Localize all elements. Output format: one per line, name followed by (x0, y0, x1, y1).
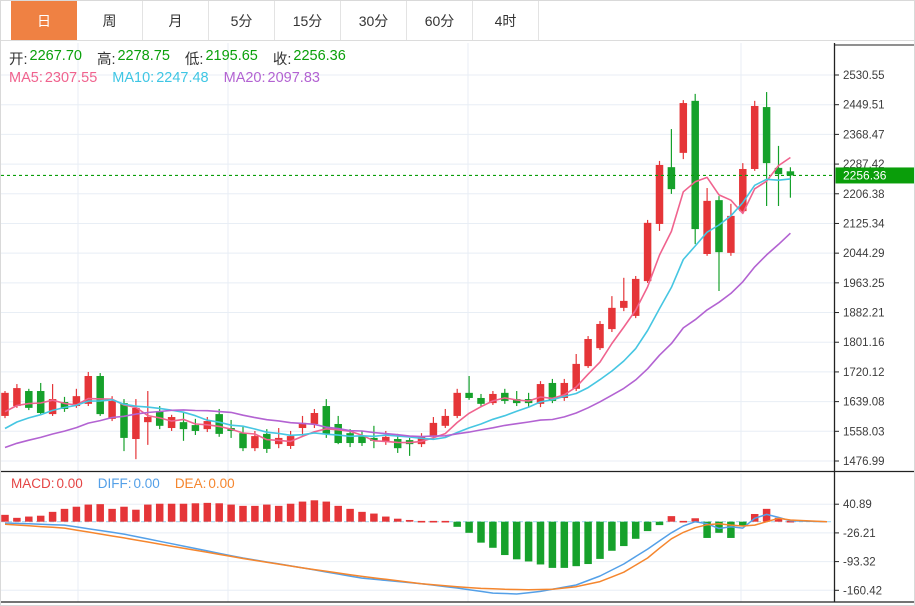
svg-text:2530.55: 2530.55 (843, 70, 885, 82)
svg-text:-160.42: -160.42 (843, 585, 882, 597)
tab-week[interactable]: 周 (77, 1, 143, 40)
svg-text:-26.21: -26.21 (843, 528, 876, 540)
tab-month[interactable]: 月 (143, 1, 209, 40)
price-axis-labels: 2530.552449.512368.472287.422206.382125.… (834, 70, 885, 468)
svg-text:1720.12: 1720.12 (843, 367, 885, 379)
ma20-line (4, 232, 791, 449)
ma10-line (4, 178, 791, 441)
dea-line (4, 517, 828, 591)
svg-text:2256.36: 2256.36 (843, 169, 887, 183)
tab-5min[interactable]: 5分 (209, 1, 275, 40)
tab-60min[interactable]: 60分 (407, 1, 473, 40)
svg-text:1801.16: 1801.16 (843, 337, 885, 349)
candlesticks (1, 92, 795, 460)
svg-text:1639.08: 1639.08 (843, 397, 885, 409)
period-tabbar: 日 周 月 5分 15分 30分 60分 4时 (1, 1, 914, 41)
macd-axis-labels: 40.89 -26.21 -93.32 -160.42 (834, 499, 882, 597)
tab-day[interactable]: 日 (11, 1, 77, 40)
macd-histogram (1, 500, 795, 568)
svg-text:2449.51: 2449.51 (843, 100, 885, 112)
svg-text:40.89: 40.89 (843, 499, 872, 511)
gridlines (1, 43, 834, 602)
svg-text:1476.99: 1476.99 (843, 456, 885, 468)
svg-text:1558.03: 1558.03 (843, 426, 885, 438)
ma5-line (4, 156, 791, 444)
axes (1, 43, 914, 603)
svg-text:2206.38: 2206.38 (843, 189, 885, 201)
tab-4hour[interactable]: 4时 (473, 1, 539, 40)
svg-text:2125.34: 2125.34 (843, 218, 885, 230)
svg-text:2368.47: 2368.47 (843, 129, 885, 141)
tab-15min[interactable]: 15分 (275, 1, 341, 40)
svg-text:2044.29: 2044.29 (843, 248, 885, 260)
current-price-tag: 2256.36 (835, 167, 914, 184)
tab-30min[interactable]: 30分 (341, 1, 407, 40)
svg-text:1882.21: 1882.21 (843, 308, 885, 320)
svg-text:-93.32: -93.32 (843, 557, 876, 569)
svg-text:1963.25: 1963.25 (843, 278, 885, 290)
